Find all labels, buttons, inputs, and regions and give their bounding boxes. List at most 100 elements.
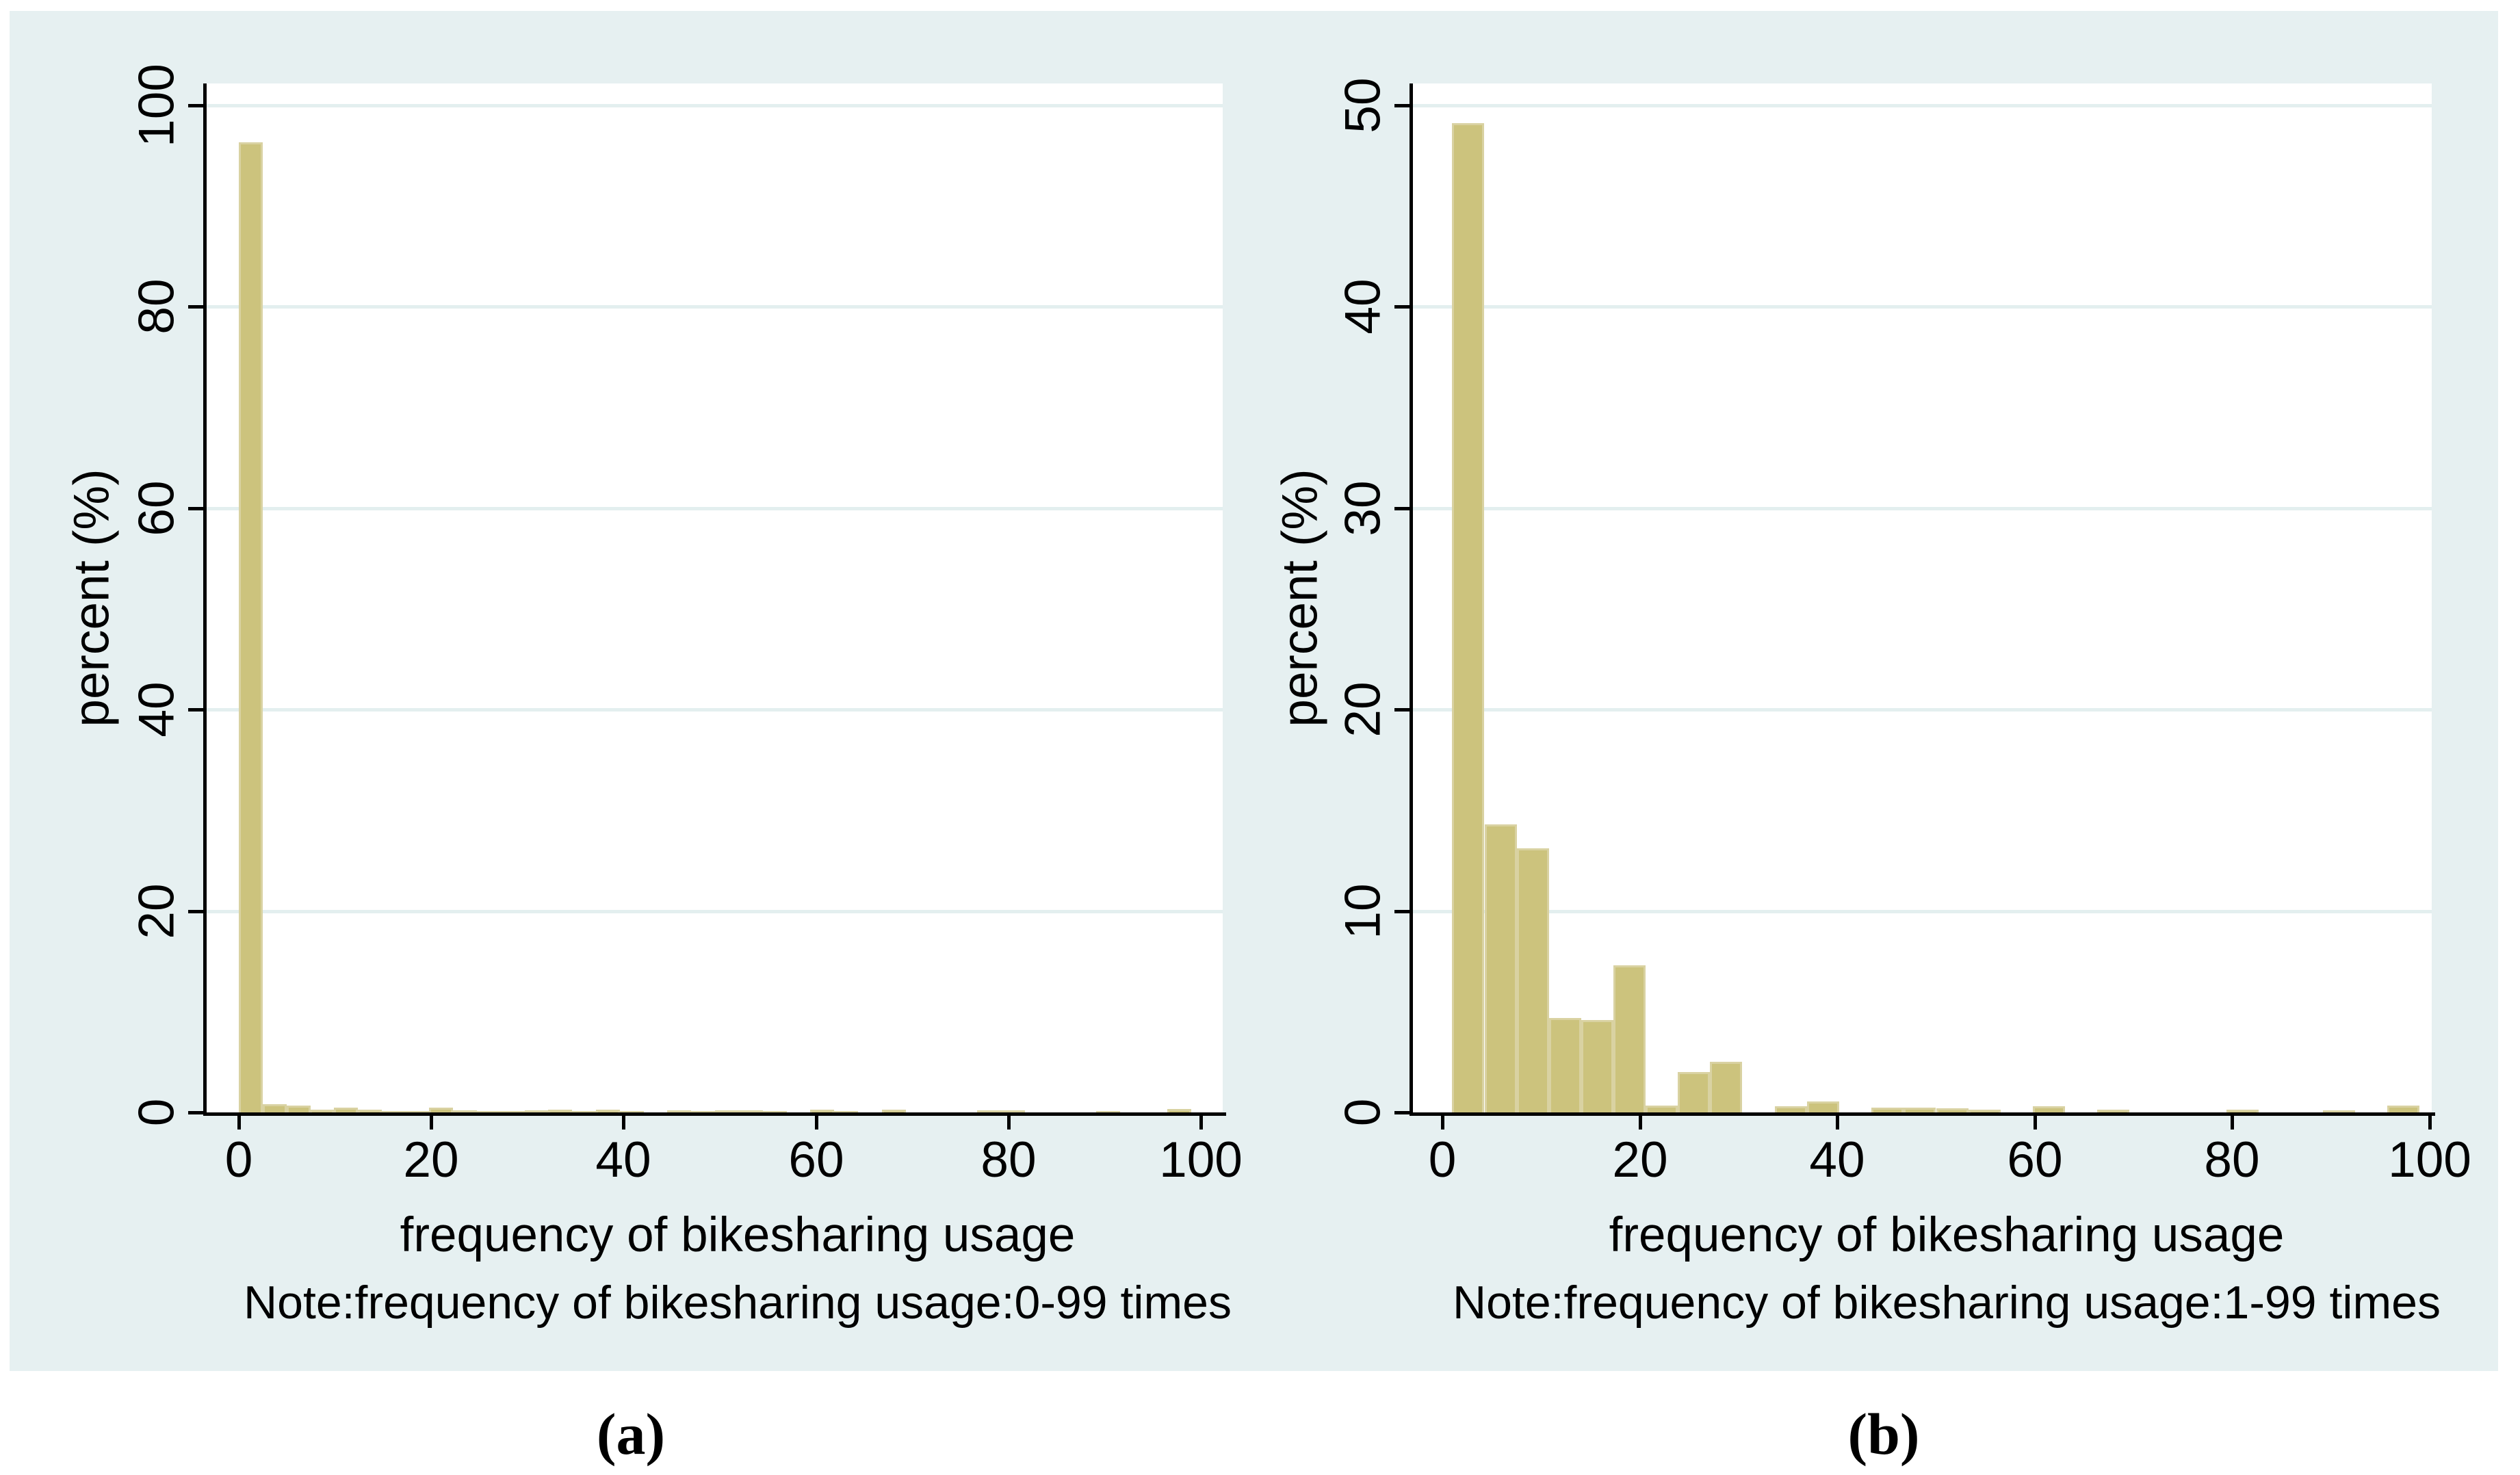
y-tick-mark [188,305,203,309]
y-tick-label: 20 [1335,681,1391,738]
histogram-bar [2323,1110,2355,1112]
y-tick-label: 80 [129,278,185,335]
gridline [207,507,1223,510]
x-tick-mark [2428,1116,2432,1130]
note-a: Note:frequency of bikesharing usage:0-99… [244,1277,1232,1329]
histogram-bar [739,1110,763,1112]
x-axis-line-a [203,1112,1226,1116]
histogram-bar [1001,1110,1025,1112]
y-tick-mark [188,507,203,510]
histogram-bar [1613,965,1646,1112]
histogram-bar [667,1110,691,1112]
y-tick-label: 40 [1335,278,1391,335]
y-tick-label: 100 [129,64,185,147]
x-tick-mark [622,1116,625,1130]
histogram-bar [310,1110,334,1112]
histogram-bar [239,142,263,1112]
x-tick-mark [1639,1116,1642,1130]
histogram-bar [334,1108,358,1112]
x-tick-label: 80 [980,1132,1037,1188]
y-tick-mark [188,1111,203,1114]
histogram-bar [1807,1101,1839,1112]
histogram-bar [810,1110,834,1112]
histogram-bar [1517,848,1549,1112]
gridline [207,910,1223,913]
x-tick-label: 40 [1809,1132,1865,1188]
x-tick-mark [237,1116,241,1130]
gridline [1413,708,2432,712]
histogram-bar [1581,1020,1613,1112]
gridline [1413,305,2432,309]
histogram-bar [1710,1062,1742,1112]
y-tick-mark [188,910,203,913]
histogram-bar [691,1111,715,1113]
gridline [1413,910,2432,913]
y-tick-label: 0 [129,1098,185,1127]
y-tick-mark [188,708,203,712]
y-axis-title-a: percent (%) [64,469,120,727]
histogram-bar [1678,1072,1710,1112]
gridline [1413,507,2432,510]
x-tick-label: 60 [2007,1132,2063,1188]
y-tick-label: 30 [1335,480,1391,536]
y-tick-label: 20 [129,883,185,939]
y-tick-mark [1394,104,1410,107]
histogram-bar [977,1110,1001,1112]
x-tick-label: 40 [595,1132,651,1188]
histogram-bar [263,1104,287,1112]
x-axis-title-b: frequency of bikesharing usage [1609,1208,2285,1262]
histogram-bar [501,1111,525,1113]
x-tick-mark [2231,1116,2234,1130]
y-tick-mark [1394,708,1410,712]
y-tick-label: 40 [129,681,185,738]
histogram-bar [1871,1108,1904,1112]
histogram-bar [1167,1109,1191,1112]
histogram-bar [1549,1018,1581,1112]
x-tick-mark [1836,1116,1839,1130]
histogram-bar [525,1110,549,1112]
histogram-bar [429,1108,453,1112]
histogram-bar [2033,1106,2065,1112]
x-tick-mark [1199,1116,1203,1130]
histogram-bar [1936,1108,1969,1112]
histogram-bar [834,1111,858,1113]
y-axis-line-a [203,83,207,1116]
x-tick-label: 60 [788,1132,844,1188]
histogram-bar [715,1110,739,1112]
subfigure-caption-a: (a) [596,1401,666,1467]
x-tick-label: 100 [2388,1132,2471,1188]
x-tick-label: 20 [1612,1132,1668,1188]
x-tick-label: 100 [1159,1132,1243,1188]
plot-area-a [207,83,1223,1112]
histogram-bar [382,1111,406,1113]
gridline [207,708,1223,712]
histogram-bar [2226,1110,2259,1112]
x-axis-line-b [1410,1112,2435,1116]
histogram-bar [2097,1110,2129,1112]
x-tick-label: 0 [1428,1132,1457,1188]
histogram-bar [1096,1111,1120,1113]
histogram-bar [620,1111,644,1113]
histogram-bar [763,1111,787,1113]
histogram-bar [548,1110,572,1112]
plot-area-b [1413,83,2432,1112]
gridline [1413,104,2432,107]
x-tick-label: 0 [224,1132,253,1188]
histogram-bar [2387,1106,2419,1112]
histogram-bar [882,1110,906,1112]
histogram-bar [287,1106,311,1112]
histogram-bar [1485,824,1517,1112]
x-tick-mark [430,1116,433,1130]
histogram-bar [358,1110,382,1112]
histogram-bar [572,1111,596,1113]
x-tick-label: 80 [2204,1132,2260,1188]
histogram-bar [1969,1110,2001,1112]
note-b: Note:frequency of bikesharing usage:1-99… [1453,1277,2441,1329]
gridline [207,104,1223,107]
x-tick-label: 20 [403,1132,459,1188]
x-tick-mark [1441,1116,1444,1130]
histogram-bar [453,1110,477,1112]
histogram-bar [1646,1106,1678,1112]
subfigure-caption-b: (b) [1847,1401,1920,1467]
